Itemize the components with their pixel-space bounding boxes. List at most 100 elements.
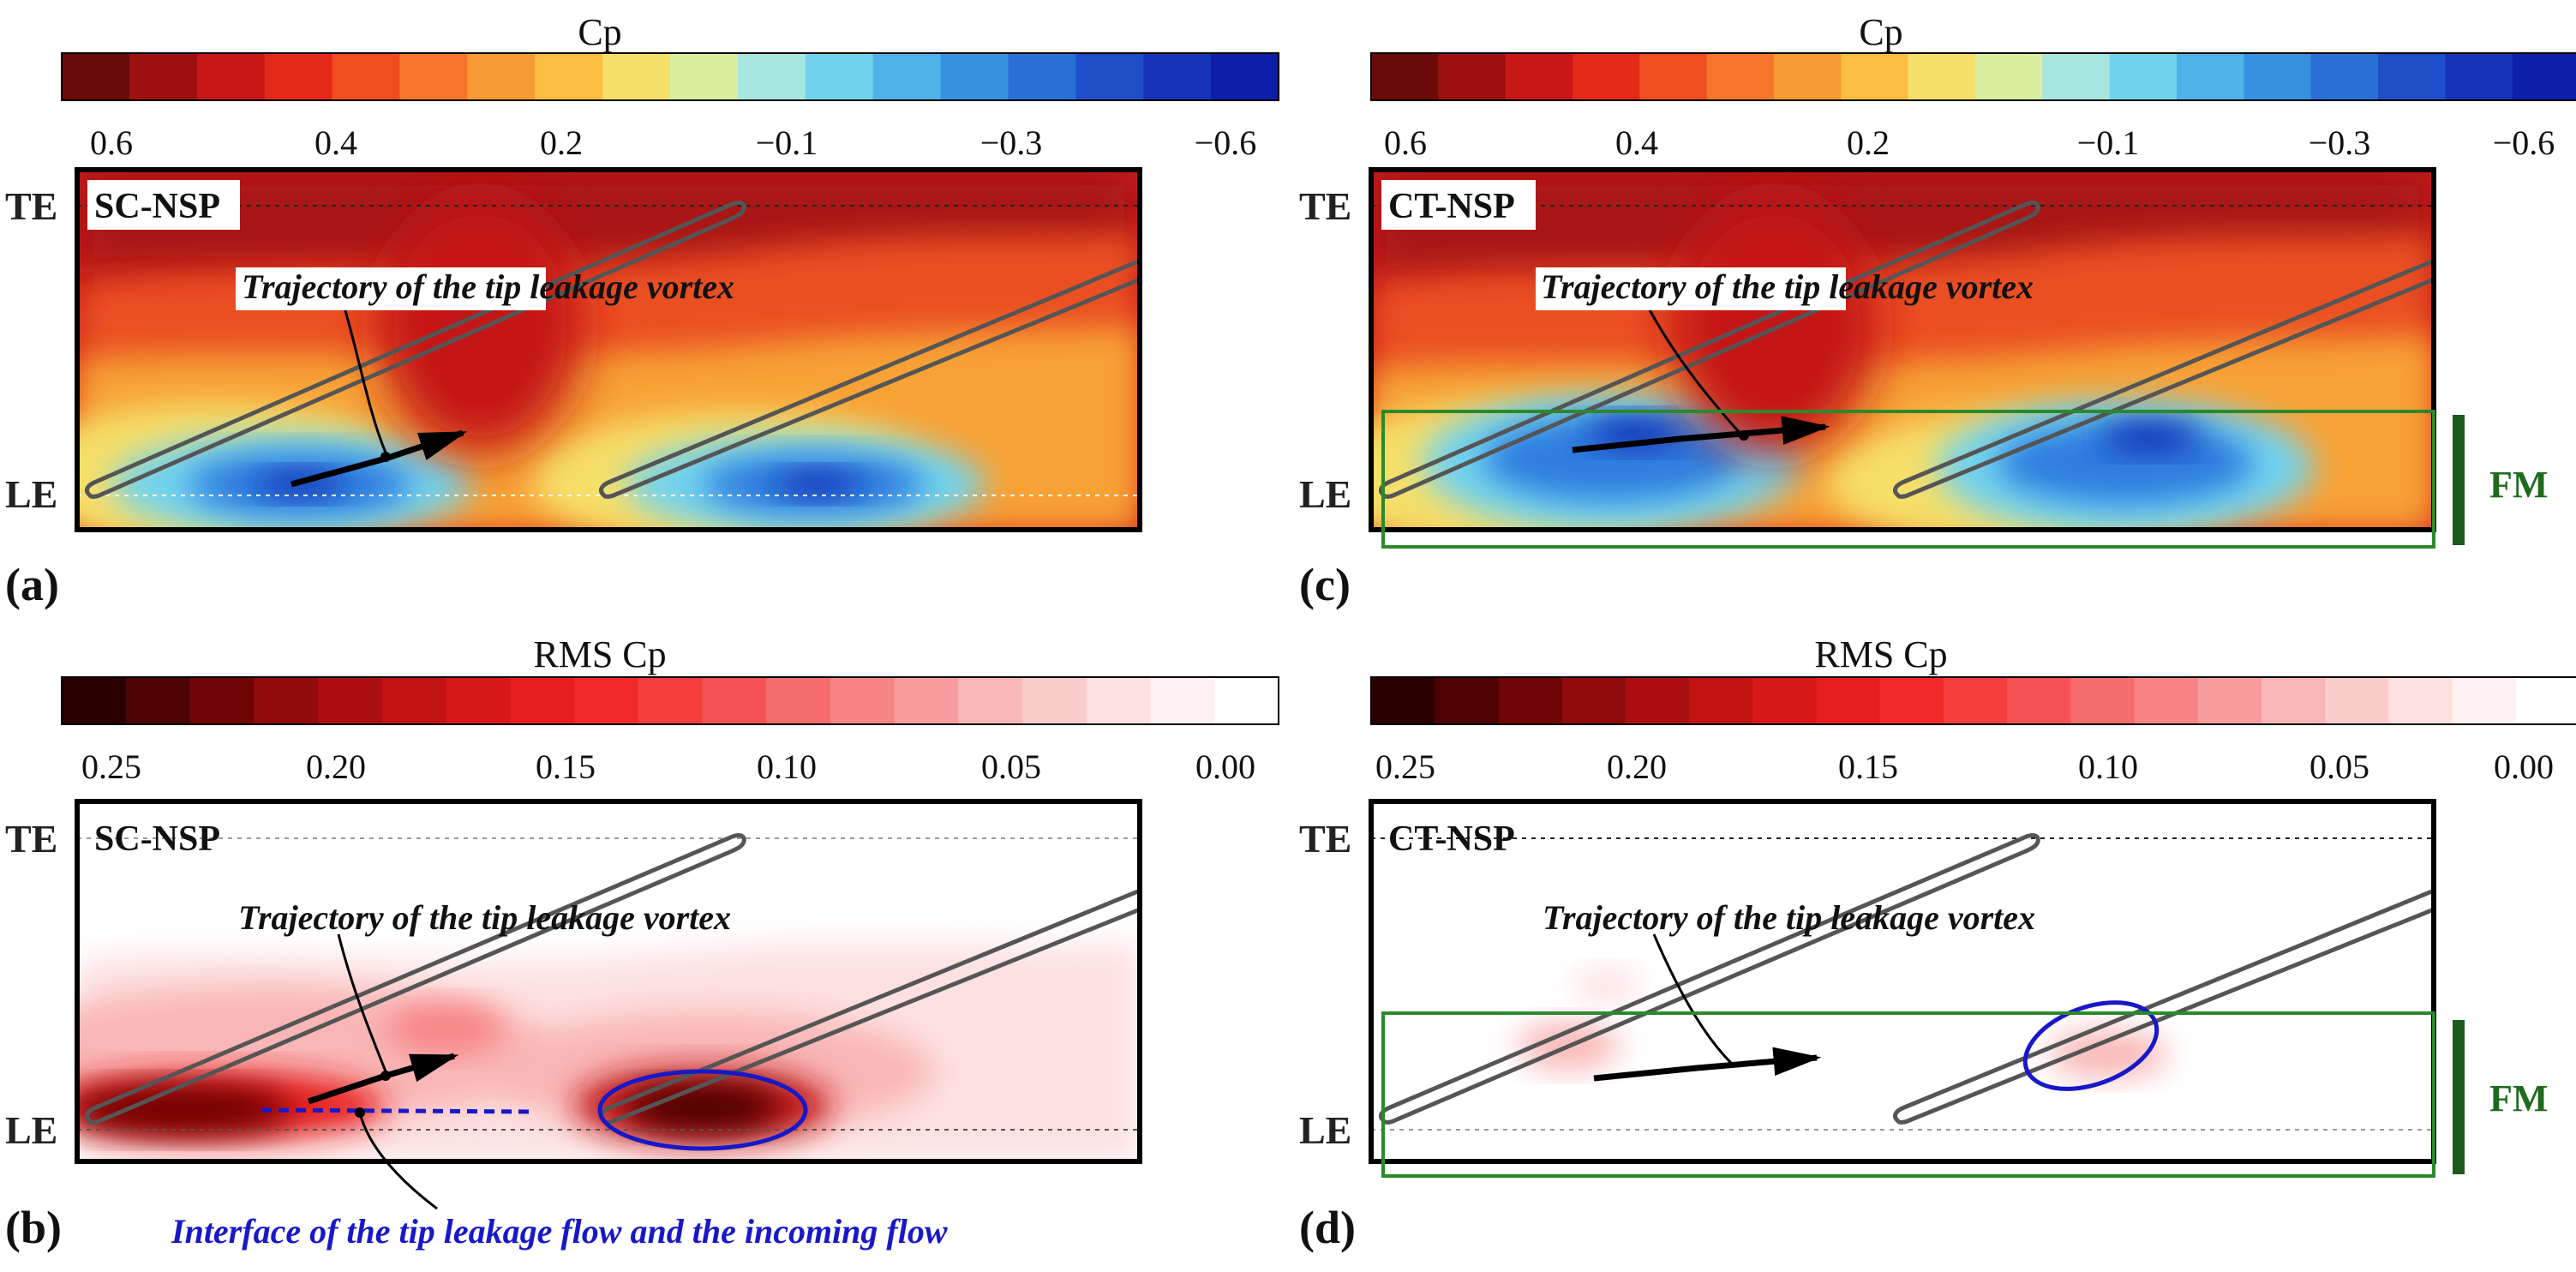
colorbar-frame [1370, 52, 2576, 101]
rms-colorbar-ticks-b: 0.25 0.20 0.15 0.10 0.05 0.00 [81, 747, 1255, 786]
rms-tick: 0.15 [1838, 747, 1898, 786]
rms-tick: 0.25 [1375, 747, 1435, 786]
colorbar-swatch [1150, 677, 1215, 724]
annotation-dot [1739, 430, 1749, 441]
le-label: LE [5, 1108, 57, 1152]
colorbar-frame [61, 52, 1279, 101]
le-label: LE [5, 472, 57, 516]
colorbar-swatch [1008, 53, 1076, 100]
colorbar-swatch [2452, 677, 2517, 724]
colorbar-swatch [2310, 53, 2379, 100]
colorbar-swatch [317, 677, 383, 724]
colorbar-swatch [1943, 677, 2008, 724]
le-label: LE [1299, 1108, 1351, 1152]
te-label: TE [1299, 184, 1351, 228]
colorbar-swatch [1573, 53, 1640, 100]
cp-tick: −0.6 [1195, 123, 1257, 162]
panel-tag: CT-NSP [1388, 187, 1515, 226]
colorbar-swatch [766, 677, 831, 724]
vortex-trajectory-arrow [1593, 1047, 1822, 1082]
colorbar-swatch [670, 53, 739, 100]
rms-colorbar-title-d: RMS Cp [1814, 633, 1947, 675]
colorbar-swatch [1143, 53, 1212, 100]
colorbar-swatch [381, 677, 447, 724]
cp-tick: 0.2 [540, 123, 583, 162]
panel-label-b: (b) [5, 1202, 62, 1253]
rms-tick: 0.00 [1195, 747, 1255, 786]
cp-colorbar-title-a: Cp [578, 11, 621, 53]
colorbar-swatch [602, 53, 671, 100]
colorbar-swatch [2515, 677, 2576, 724]
colorbar-swatch [638, 677, 703, 724]
rms-colorbar-b [61, 676, 1279, 725]
trajectory-annotation: Trajectory of the tip leakage vortex [1543, 898, 2035, 937]
te-label: TE [5, 184, 57, 228]
colorbar-swatch [1498, 677, 1563, 724]
colorbar-swatch [1505, 53, 1573, 100]
panel-a: SC-NSP TE LE Trajectory of the tip leaka… [5, 167, 1142, 610]
colorbar-swatch [2445, 53, 2513, 100]
blade-profile [1893, 258, 2434, 499]
cp-tick: −0.6 [2493, 123, 2555, 162]
annotation-dot [380, 1071, 391, 1081]
cp-tick: 0.2 [1847, 123, 1890, 162]
annotation-dot [380, 452, 391, 462]
fm-region-box [1381, 410, 2435, 549]
fm-region-bar [2453, 415, 2465, 545]
cp-colorbar-ticks-a: 0.6 0.4 0.2 −0.1 −0.3 −0.6 [90, 123, 1256, 162]
colorbar-swatch [2197, 677, 2262, 724]
colorbar-swatch [125, 677, 191, 724]
cp-colorbar-c [1370, 52, 2576, 101]
colorbar-swatch [264, 53, 333, 100]
annotation-leader-line [1644, 301, 1741, 434]
trajectory-annotation: Trajectory of the tip leakage vortex [238, 898, 731, 937]
colorbar-swatch [958, 677, 1023, 724]
rms-colorbar-ticks-d: 0.25 0.20 0.15 0.10 0.05 0.00 [1375, 747, 2554, 786]
colorbar-swatch [1752, 677, 1818, 724]
panel-b: SC-NSP TE LE Trajectory of the tip leaka… [5, 799, 1142, 1253]
trajectory-annotation: Trajectory of the tip leakage vortex [242, 267, 734, 306]
fm-label: FM [2489, 464, 2548, 506]
colorbar-swatch [737, 53, 806, 100]
cp-colorbar-a [61, 52, 1279, 101]
colorbar-swatch [535, 53, 603, 100]
colorbar-swatch [1841, 53, 1909, 100]
colorbar-swatch [1022, 677, 1087, 724]
colorbar-swatch [830, 677, 896, 724]
colorbar-swatch [1706, 53, 1775, 100]
rms-tick: 0.00 [2494, 747, 2554, 786]
interface-line [261, 1107, 532, 1114]
annotation-dot [355, 1107, 365, 1118]
colorbar-swatch [399, 53, 468, 100]
cp-colorbar-ticks-c: 0.6 0.4 0.2 −0.1 −0.3 −0.6 [1384, 123, 2555, 162]
colorbar-swatch [196, 53, 266, 100]
blade-profile [85, 201, 746, 499]
fm-region-box [1381, 1011, 2435, 1178]
cp-colorbar-title-c: Cp [1859, 11, 1902, 53]
colorbar-swatch [573, 677, 639, 724]
trajectory-annotation: Trajectory of the tip leakage vortex [1541, 267, 2034, 306]
colorbar-swatch [129, 53, 198, 100]
colorbar-swatch [894, 677, 959, 724]
cp-contour-c [1371, 170, 2434, 530]
le-label: LE [1299, 472, 1351, 516]
cp-tick: −0.1 [756, 123, 818, 162]
cp-tick: −0.3 [980, 123, 1043, 162]
rms-colorbar-d [1370, 676, 2576, 725]
panel-tag: CT-NSP [1388, 819, 1515, 859]
colorbar-swatch [1816, 677, 1881, 724]
colorbar-swatch [940, 53, 1009, 100]
colorbar-swatch [2070, 677, 2136, 724]
rms-tick: 0.20 [306, 747, 366, 786]
colorbar-swatch [2042, 53, 2111, 100]
highlight-ellipse [2022, 1000, 2160, 1091]
colorbar-swatch [2325, 677, 2389, 724]
annotation-leader-line [341, 301, 387, 453]
colorbar-swatch [1689, 677, 1753, 724]
colorbar-swatch [1075, 53, 1144, 100]
interface-annotation: Interface of the tip leakage flow and th… [171, 1212, 948, 1251]
colorbar-swatch [1561, 677, 1626, 724]
rms-tick: 0.20 [1607, 747, 1667, 786]
colorbar-swatch [1371, 677, 1435, 724]
